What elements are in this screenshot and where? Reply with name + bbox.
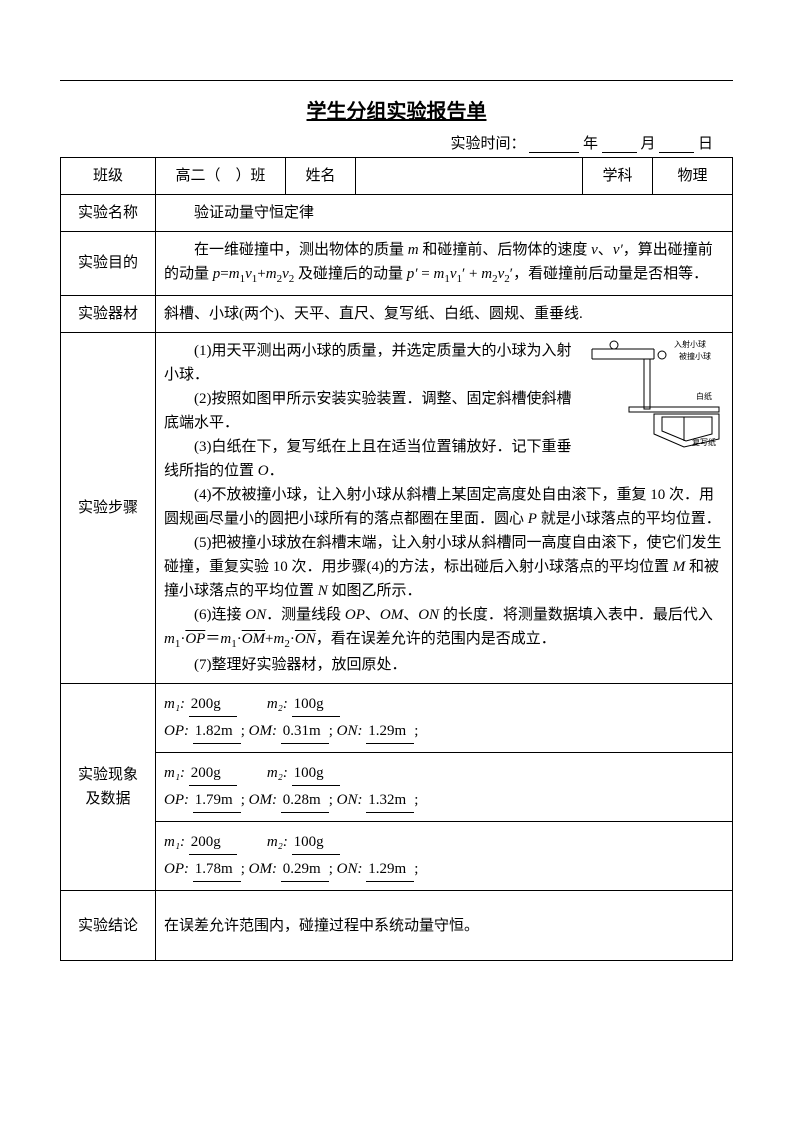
time-label: 实验时间： — [450, 136, 525, 152]
steps-label: 实验步骤 — [61, 332, 156, 684]
blank-month — [602, 135, 637, 153]
steps-row: 实验步骤 入射小球 被撞小球 白纸 复写纸 (1)用天平测出两小球的质量，并选定… — [61, 332, 733, 684]
time-row: 实验时间： 年 月 日 — [60, 132, 733, 153]
step-5: (5)把被撞小球放在斜槽末端，让入射小球从斜槽同一高度自由滚下，使它们发生碰撞，… — [164, 531, 724, 603]
purpose-label: 实验目的 — [61, 232, 156, 296]
svg-text:被撞小球: 被撞小球 — [679, 351, 711, 361]
subject-label: 学科 — [583, 158, 653, 195]
day-label: 日 — [698, 136, 713, 152]
year-label: 年 — [583, 136, 598, 152]
class-value: 高二（ ）班 — [156, 158, 286, 195]
name-value — [356, 158, 583, 195]
conclusion-value: 在误差允许范围内，碰撞过程中系统动量守恒。 — [156, 891, 733, 961]
step-4: (4)不放被撞小球，让入射小球从斜槽上某固定高度处自由滚下，重复 10 次．用圆… — [164, 483, 724, 531]
purpose-row: 实验目的 在一维碰撞中，测出物体的质量 m 和碰撞前、后物体的速度 v、v′，算… — [61, 232, 733, 296]
purpose-t2: 和碰撞前、后物体的速度 — [419, 242, 592, 258]
step-7: (7)整理好实验器材，放回原处． — [164, 653, 724, 677]
exp-name-row: 实验名称 验证动量守恒定律 — [61, 195, 733, 232]
purpose-t4: 及碰撞后的动量 — [294, 266, 407, 282]
purpose-value: 在一维碰撞中，测出物体的质量 m 和碰撞前、后物体的速度 v、v′，算出碰撞前的… — [156, 232, 733, 296]
equip-row: 实验器材 斜槽、小球(两个)、天平、直尺、复写纸、白纸、圆规、重垂线. — [61, 295, 733, 332]
equip-label: 实验器材 — [61, 295, 156, 332]
data-row-1: 实验现象 及数据 m₁: 200g m₂: 100g OP: 1.82m; OM… — [61, 684, 733, 753]
equip-value: 斜槽、小球(两个)、天平、直尺、复写纸、白纸、圆规、重垂线. — [156, 295, 733, 332]
conclusion-label: 实验结论 — [61, 891, 156, 961]
purpose-t1: 在一维碰撞中，测出物体的质量 — [194, 242, 408, 258]
report-table: 班级 高二（ ）班 姓名 学科 物理 实验名称 验证动量守恒定律 实验目的 在一… — [60, 157, 733, 961]
class-label: 班级 — [61, 158, 156, 195]
data-row-2: m₁: 200g m₂: 100g OP: 1.79m; OM: 0.28m; … — [61, 753, 733, 822]
svg-text:入射小球: 入射小球 — [674, 339, 706, 349]
conclusion-row: 实验结论 在误差允许范围内，碰撞过程中系统动量守恒。 — [61, 891, 733, 961]
name-label: 姓名 — [286, 158, 356, 195]
data-cell-2: m₁: 200g m₂: 100g OP: 1.79m; OM: 0.28m; … — [156, 753, 733, 822]
exp-name-label: 实验名称 — [61, 195, 156, 232]
top-rule — [60, 80, 733, 81]
data-cell-1: m₁: 200g m₂: 100g OP: 1.82m; OM: 0.31m; … — [156, 684, 733, 753]
exp-name-value: 验证动量守恒定律 — [156, 195, 733, 232]
step-6: (6)连接 ON．测量线段 OP、OM、ON 的长度．将测量数据填入表中．最后代… — [164, 603, 724, 654]
header-row: 班级 高二（ ）班 姓名 学科 物理 — [61, 158, 733, 195]
month-label: 月 — [640, 136, 655, 152]
blank-day — [659, 135, 694, 153]
purpose-t5: ，看碰撞前后动量是否相等． — [513, 266, 708, 282]
data-row-3: m₁: 200g m₂: 100g OP: 1.78m; OM: 0.29m; … — [61, 822, 733, 891]
svg-text:复写纸: 复写纸 — [692, 437, 716, 447]
data-cell-3: m₁: 200g m₂: 100g OP: 1.78m; OM: 0.29m; … — [156, 822, 733, 891]
page-title: 学生分组实验报告单 — [60, 95, 733, 124]
steps-body: 入射小球 被撞小球 白纸 复写纸 (1)用天平测出两小球的质量，并选定质量大的小… — [156, 332, 733, 684]
svg-text:白纸: 白纸 — [696, 391, 712, 401]
apparatus-diagram: 入射小球 被撞小球 白纸 复写纸 — [584, 339, 724, 449]
subject-value: 物理 — [653, 158, 733, 195]
blank-year — [529, 135, 579, 153]
data-label: 实验现象 及数据 — [61, 684, 156, 891]
